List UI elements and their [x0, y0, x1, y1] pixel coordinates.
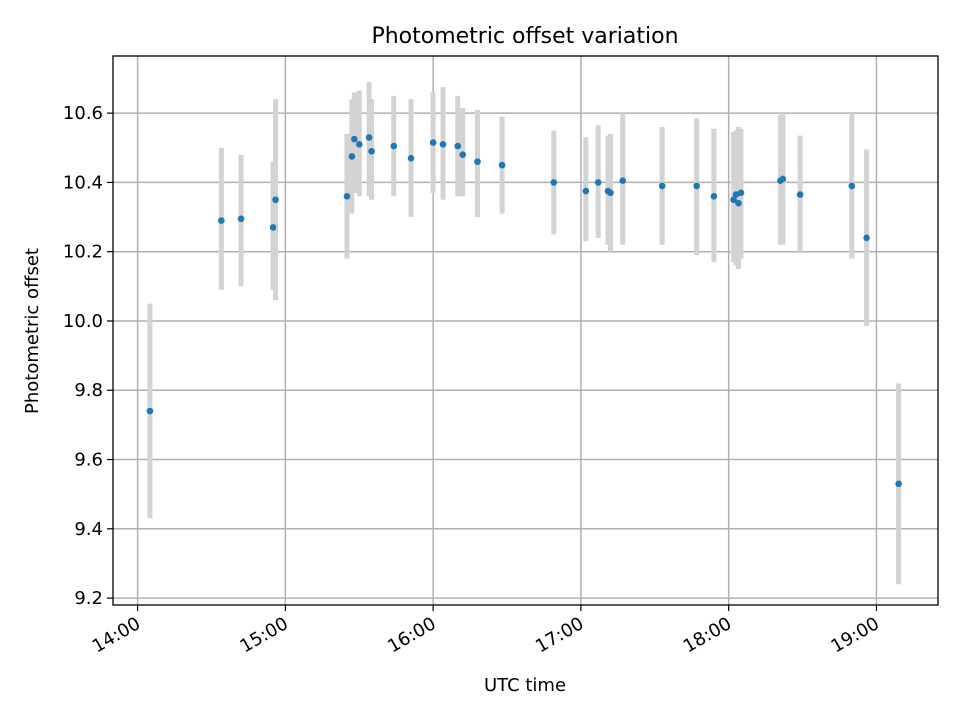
data-point — [237, 215, 245, 223]
plot-frame — [112, 55, 939, 606]
data-point — [796, 191, 804, 198]
y-tick-label: 10.2 — [63, 242, 103, 263]
data-point — [863, 234, 870, 242]
data-point — [459, 151, 467, 159]
x-axis-label: UTC time — [484, 675, 566, 696]
data-point — [498, 161, 506, 169]
data-point — [348, 153, 356, 160]
data-point — [582, 187, 590, 195]
y-axis-label: Photometric offset — [22, 248, 43, 414]
data-point — [607, 189, 614, 197]
data-point — [272, 196, 279, 204]
data-point — [550, 179, 558, 186]
data-point — [594, 179, 602, 186]
data-point — [269, 224, 277, 231]
data-point — [735, 199, 742, 207]
data-point — [429, 139, 437, 146]
y-tick-label: 9.2 — [74, 588, 103, 609]
data-point — [343, 192, 351, 200]
data-point — [218, 217, 225, 224]
data-point — [390, 142, 398, 150]
y-tick-label: 10.4 — [63, 172, 103, 193]
data-point — [365, 134, 373, 141]
data-point — [895, 480, 902, 488]
chart-title: Photometric offset variation — [371, 24, 678, 49]
data-point — [710, 192, 718, 200]
data-point — [368, 147, 375, 155]
data-point — [693, 182, 700, 190]
data-point — [355, 141, 363, 148]
data-point — [730, 196, 737, 204]
data-point — [454, 142, 462, 150]
data-point — [737, 189, 745, 197]
data-point — [619, 177, 627, 184]
y-tick-label: 10.0 — [63, 311, 103, 332]
data-point — [351, 135, 358, 143]
data-point — [474, 158, 481, 165]
data-points — [146, 134, 902, 488]
data-point — [779, 175, 787, 183]
data-point — [146, 407, 154, 415]
y-tick-label: 9.8 — [74, 380, 103, 401]
y-tick-label: 9.6 — [74, 450, 103, 471]
data-point — [658, 182, 666, 190]
data-point — [848, 182, 856, 190]
y-tick-label: 9.4 — [74, 519, 103, 540]
y-tick-label: 10.6 — [63, 103, 103, 124]
data-point — [439, 141, 447, 148]
data-point — [407, 154, 415, 162]
y-axis-ticks: 9.2 9.4 9.6 9.8 10.0 10.2 10.4 10.6 — [63, 103, 113, 609]
